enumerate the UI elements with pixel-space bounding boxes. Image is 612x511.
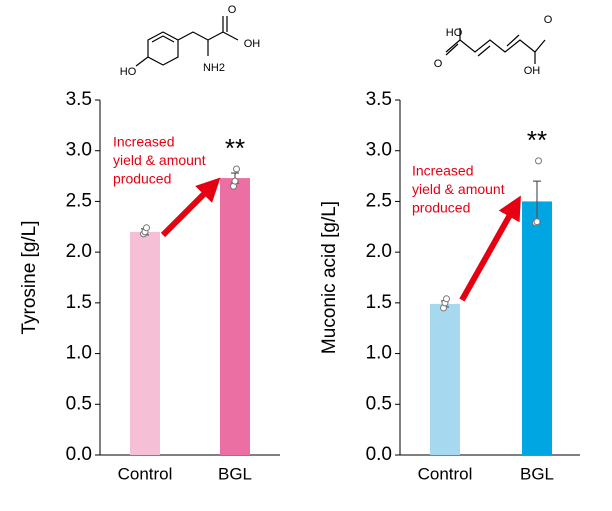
x-tick-label: BGL [218, 464, 252, 483]
y-tick-label: 3.0 [66, 140, 92, 161]
y-tick-label: 3.5 [66, 89, 92, 110]
x-tick-label: BGL [520, 464, 554, 483]
data-point [143, 224, 150, 232]
bar [130, 231, 160, 455]
annotation-arrow [160, 177, 221, 238]
data-point [231, 177, 239, 185]
y-tick-label: 0.0 [66, 444, 92, 465]
y-tick-label: 1.5 [366, 292, 392, 313]
y-tick-label: 0.5 [66, 393, 92, 414]
y-tick-label: 2.5 [66, 190, 92, 211]
y-axis-label: Muconic acid [g/L] [319, 201, 340, 354]
annotation: yield & amount [412, 181, 505, 197]
y-tick-label: 2.0 [366, 241, 392, 262]
annotation: Increased [113, 134, 174, 150]
data-point [233, 165, 240, 173]
data-point [535, 157, 542, 165]
y-tick-label: 3.5 [366, 89, 392, 110]
y-tick-label: 1.5 [66, 292, 92, 313]
x-tick-label: Control [118, 464, 173, 483]
y-tick-label: 0.0 [366, 444, 392, 465]
y-tick-label: 1.0 [66, 343, 92, 364]
structure-label: O [434, 58, 443, 70]
structure-label: OH [244, 38, 261, 50]
x-tick-label: Control [418, 464, 473, 483]
data-point [533, 218, 541, 226]
annotation: produced [113, 171, 171, 187]
bar [430, 303, 460, 455]
y-tick-label: 0.5 [366, 393, 392, 414]
bar [220, 178, 250, 455]
significance: ** [527, 125, 547, 155]
annotation: produced [412, 200, 470, 216]
structure-label: HO [120, 66, 137, 78]
y-axis-label: Tyrosine [g/L] [19, 220, 40, 334]
structure-label: O [228, 4, 237, 16]
annotation-arrow [459, 195, 521, 302]
data-point [443, 295, 450, 303]
structure-label: NH2 [203, 62, 225, 74]
y-tick-label: 2.5 [366, 190, 392, 211]
structure-label: HO [446, 27, 463, 39]
structure-label: O [544, 14, 553, 26]
structure-label: OH [524, 65, 541, 77]
muconic-structure [445, 28, 546, 64]
y-tick-label: 1.0 [366, 343, 392, 364]
bar [522, 201, 552, 455]
y-tick-label: 2.0 [66, 241, 92, 262]
annotation: yield & amount [113, 152, 206, 168]
tyrosine-structure [135, 16, 239, 67]
annotation: Increased [412, 163, 473, 179]
significance: ** [225, 133, 245, 163]
y-tick-label: 3.0 [366, 140, 392, 161]
